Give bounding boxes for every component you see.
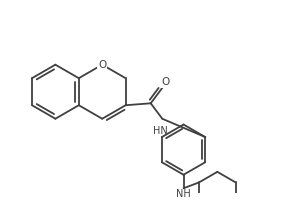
Text: NH: NH (176, 189, 191, 199)
Text: HN: HN (153, 126, 168, 136)
Text: O: O (161, 77, 169, 87)
Text: O: O (98, 60, 106, 70)
